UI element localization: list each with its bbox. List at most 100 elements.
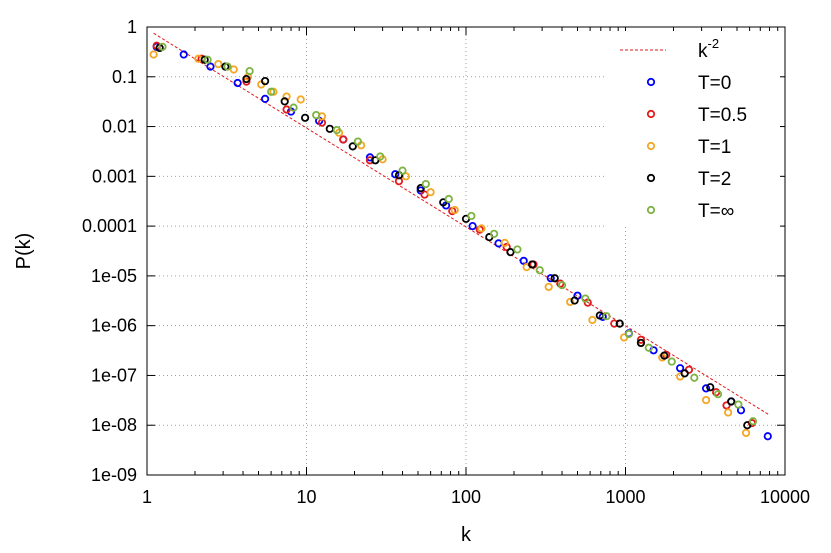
x-tick-label: 1 [142, 487, 152, 507]
data-point [506, 248, 515, 257]
data-point [513, 245, 522, 254]
y-tick-label: 1e-07 [91, 365, 137, 385]
data-point [550, 274, 559, 283]
data-point [680, 369, 689, 378]
data-point [376, 152, 385, 161]
data-point [557, 281, 567, 290]
y-tick-label: 0.001 [92, 166, 137, 186]
legend-label: T=2 [698, 169, 731, 190]
legend-label: T=0.5 [698, 105, 747, 126]
data-point [332, 125, 341, 135]
data-point [724, 408, 733, 417]
data-points [149, 41, 772, 441]
x-tick-label: 10000 [760, 487, 810, 507]
data-point [722, 401, 731, 410]
data-point [371, 156, 380, 165]
data-point [624, 329, 633, 339]
data-point [289, 103, 298, 112]
y-tick-label: 1 [127, 17, 137, 37]
y-tick-label: 1e-06 [91, 316, 137, 336]
data-point [450, 205, 459, 215]
data-point [727, 397, 736, 406]
series-T=∞ [158, 42, 758, 426]
legend-background [605, 31, 780, 227]
data-point [312, 110, 321, 120]
data-point [734, 400, 743, 409]
data-point [416, 184, 425, 193]
data-point [468, 222, 477, 231]
legend-swatch [646, 77, 656, 87]
data-point [203, 55, 212, 64]
data-point [200, 55, 209, 64]
reference-line [153, 32, 770, 416]
data-point [743, 421, 752, 430]
reference-line-layer [153, 32, 770, 416]
data-point [467, 211, 476, 221]
data-point [398, 166, 407, 175]
data-point [602, 312, 611, 321]
data-point [667, 357, 676, 366]
data-point [615, 319, 624, 328]
y-tick-label: 0.1 [112, 67, 137, 87]
data-point [158, 42, 167, 51]
data-point [763, 432, 772, 441]
data-point [233, 78, 242, 88]
data-point [741, 428, 751, 438]
axis-ticks: 1 10 100 1000 10000 1 0.1 0.01 0.001 0.0001 1e-05 1… [82, 17, 810, 507]
y-tick-label: 0.0001 [82, 216, 137, 236]
data-point [489, 229, 499, 238]
legend-swatch [646, 109, 656, 119]
data-point [581, 294, 590, 303]
data-point [282, 105, 291, 114]
data-point [245, 67, 254, 76]
data-point [267, 87, 276, 96]
data-point [421, 179, 430, 189]
y-tick-label: 1e-08 [91, 415, 137, 435]
legend-label: T=1 [698, 137, 731, 158]
data-point [748, 417, 758, 426]
y-tick-label: 1e-09 [91, 465, 137, 485]
x-tick-label: 100 [451, 487, 481, 507]
legend-swatch [646, 141, 656, 151]
data-point [179, 50, 188, 59]
data-point [149, 50, 158, 59]
y-tick-label: 0.01 [102, 117, 137, 137]
data-point [570, 296, 579, 305]
data-point [353, 137, 362, 146]
data-point [588, 315, 597, 325]
legend-swatch [646, 205, 656, 215]
data-point [644, 343, 653, 352]
data-point [477, 224, 486, 233]
data-point [690, 373, 699, 382]
data-point [426, 188, 435, 197]
legend-swatch [646, 173, 656, 183]
legend-label: T=0 [698, 73, 731, 94]
data-point [242, 74, 251, 84]
x-axis-label: k [461, 524, 472, 546]
data-point [535, 266, 544, 275]
data-point [701, 395, 711, 405]
data-point [502, 242, 511, 252]
data-point [712, 388, 721, 397]
x-tick-label: 1000 [605, 487, 645, 507]
data-point [229, 65, 238, 74]
data-point [260, 76, 270, 86]
data-point [348, 142, 357, 151]
data-point [636, 338, 646, 348]
data-point [706, 383, 715, 392]
data-point [636, 335, 646, 344]
legend: k-2T=0T=0.5T=1T=2T=∞ [605, 31, 780, 227]
data-point [296, 95, 305, 104]
data-point [660, 351, 669, 360]
y-tick-label: 1e-05 [91, 266, 137, 286]
data-point [610, 319, 619, 328]
data-point [339, 135, 348, 144]
legend-label: T=∞ [698, 201, 734, 222]
data-point [223, 62, 232, 71]
data-point [676, 364, 685, 373]
data-point [500, 238, 509, 247]
data-point [260, 94, 270, 103]
data-point [544, 282, 553, 292]
data-point [391, 170, 400, 179]
